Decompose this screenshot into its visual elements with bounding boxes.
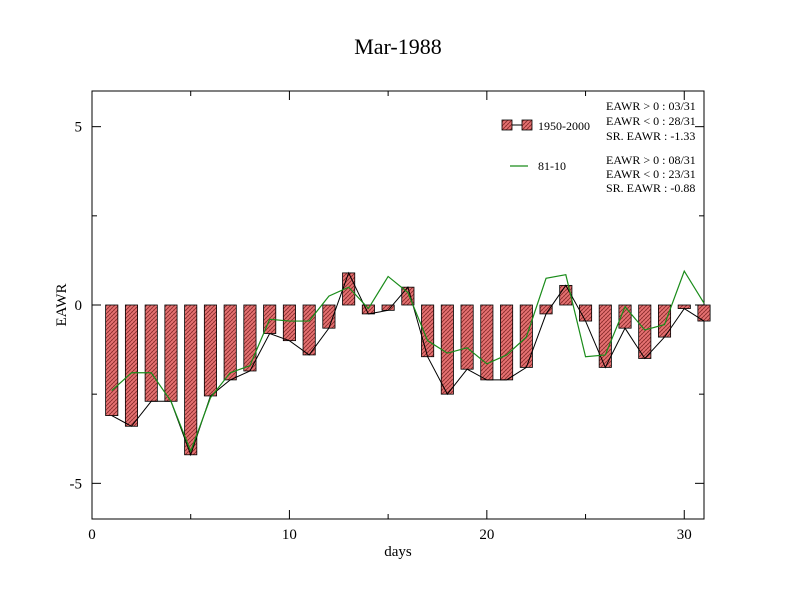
bar-day-29 (657, 304, 672, 338)
x-tick-label: 10 (282, 527, 297, 543)
bar-day-6 (203, 304, 217, 397)
legend-stat-8110-pos: EAWR > 0 : 08/31 (606, 153, 696, 167)
legend-stat-8110-neg: EAWR < 0 : 23/31 (606, 167, 696, 181)
bar-day-7 (223, 304, 237, 381)
bar-day-10 (282, 304, 296, 342)
bar-day-14 (361, 304, 375, 315)
lines-layer (111, 269, 705, 457)
bar-day-3 (144, 304, 158, 402)
bar-day-24 (559, 284, 573, 306)
chart-title: Mar-1988 (354, 34, 442, 59)
legend-stat-8110-sr: SR. EAWR : -0.88 (606, 181, 695, 195)
legend-label-81-10: 81-10 (538, 159, 566, 173)
bar-day-8 (243, 304, 257, 372)
bar-day-2 (124, 304, 139, 427)
bar-day-23 (539, 304, 553, 315)
x-axis-label: days (384, 544, 412, 560)
series-line-1950-2000 (111, 271, 705, 457)
axis-ticks: 0 10 20 30 5 0 -5 (70, 91, 704, 543)
bar-day-20 (480, 304, 494, 381)
legend-stat-1950-neg: EAWR < 0 : 28/31 (606, 114, 696, 128)
bar-day-19 (460, 304, 474, 370)
y-axis-label: EAWR (54, 284, 70, 327)
bar-day-4 (164, 304, 178, 402)
legend-bar-swatch-left (501, 119, 513, 131)
legend-label-1950-2000: 1950-2000 (538, 119, 590, 133)
y-tick-label: 0 (75, 298, 83, 314)
bar-day-21 (500, 304, 514, 381)
legend-bar-swatch-right (521, 119, 533, 131)
bar-day-18 (440, 304, 454, 395)
legend: 1950-2000 EAWR > 0 : 03/31 EAWR < 0 : 28… (501, 99, 696, 195)
y-tick-label: -5 (70, 476, 83, 492)
y-tick-label: 5 (75, 120, 83, 136)
bar-day-28 (638, 304, 652, 359)
x-tick-label: 0 (88, 527, 96, 543)
series-line-81-10 (111, 269, 705, 453)
bar-day-1 (105, 304, 119, 416)
legend-stat-1950-sr: SR. EAWR : -1.33 (606, 129, 695, 143)
bars-layer (105, 272, 711, 456)
x-tick-label: 20 (479, 527, 494, 543)
bar-day-11 (302, 304, 316, 356)
bar-day-5 (184, 304, 198, 456)
legend-stat-1950-pos: EAWR > 0 : 03/31 (606, 99, 696, 113)
x-tick-label: 30 (677, 527, 692, 543)
